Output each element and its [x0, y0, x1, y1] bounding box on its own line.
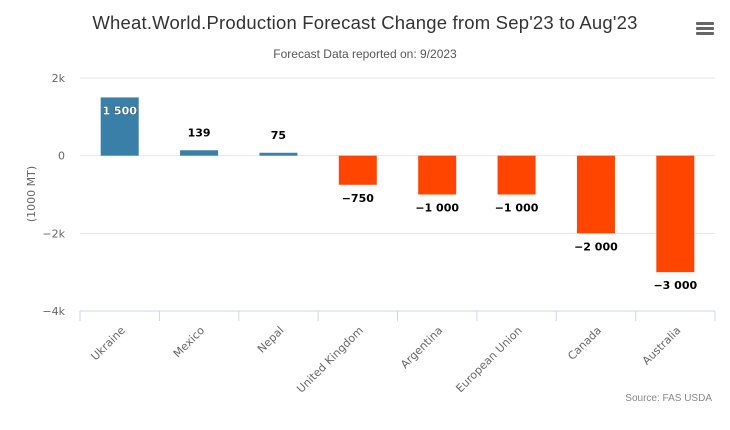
data-labels: 1 500 139 75 −750 −1 000 −1 000 −2 000 −3 000: [102, 104, 697, 292]
bar[interactable]: [100, 97, 139, 156]
x-tick-label: United Kingdom: [294, 324, 366, 396]
x-axis: Ukraine Mexico Nepal United Kingdom Argentin…: [79, 310, 716, 396]
data-label: −3 000: [653, 279, 697, 292]
bars: [100, 97, 695, 273]
data-label: 139: [188, 126, 211, 139]
bar[interactable]: [180, 150, 219, 156]
x-tick-label: Argentina: [398, 324, 445, 371]
y-tick-label: 2k: [52, 72, 66, 85]
y-axis-label: (1000 MT): [25, 166, 38, 222]
data-label: 75: [271, 129, 286, 142]
bar[interactable]: [418, 155, 457, 195]
y-tick-label: 0: [58, 150, 65, 163]
x-tick-label: Mexico: [171, 324, 208, 361]
data-label: −1 000: [415, 202, 459, 215]
x-tick-label: Ukraine: [89, 324, 128, 363]
bar[interactable]: [497, 155, 536, 195]
x-tick-label: Canada: [565, 324, 604, 363]
hamburger-menu-icon[interactable]: [696, 22, 714, 36]
x-tick-label: Australia: [640, 324, 684, 368]
y-tick-label: −4k: [42, 305, 65, 318]
y-tick-label: −2k: [42, 227, 65, 240]
grid-lines: [80, 77, 715, 234]
data-label: 1 500: [102, 104, 137, 117]
bar[interactable]: [259, 152, 298, 156]
bar[interactable]: [576, 155, 615, 234]
x-tick-label: Nepal: [255, 324, 287, 356]
credits: Source: FAS USDA: [625, 393, 712, 404]
data-label: −1 000: [495, 202, 539, 215]
data-label: −750: [342, 192, 375, 205]
data-label: −2 000: [574, 240, 618, 253]
bar[interactable]: [656, 155, 695, 273]
chart-subtitle: Forecast Data reported on: 9/2023: [273, 47, 457, 61]
x-tick-label: European Union: [453, 324, 524, 395]
y-axis-ticks: 2k 0 −2k −4k: [42, 72, 65, 318]
chart-title: Wheat.World.Production Forecast Change f…: [92, 12, 638, 33]
bar[interactable]: [338, 155, 377, 185]
